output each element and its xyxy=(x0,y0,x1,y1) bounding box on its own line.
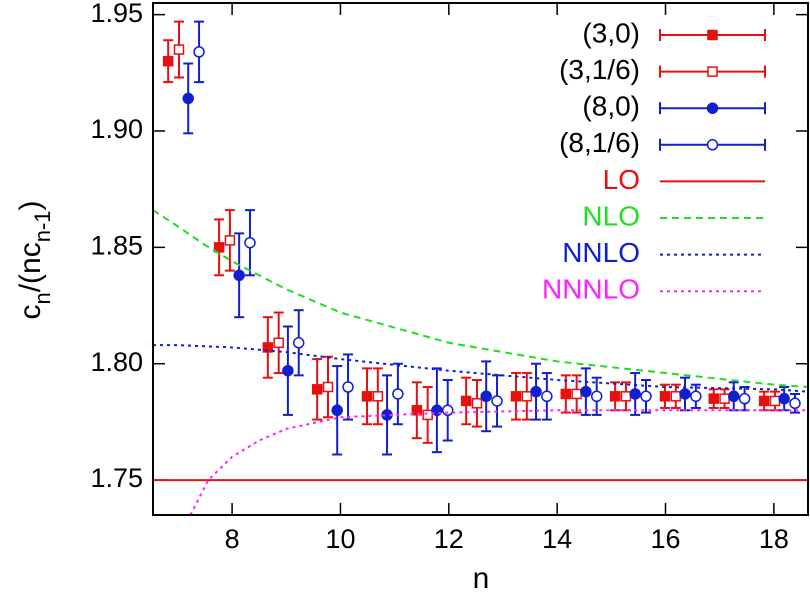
marker xyxy=(173,44,185,55)
legend-label: NNNLO xyxy=(542,274,640,305)
x-tick-label: 12 xyxy=(434,524,464,554)
marker xyxy=(530,385,542,398)
marker xyxy=(728,390,740,403)
plot-frame xyxy=(152,2,809,516)
marker xyxy=(392,388,404,400)
marker xyxy=(262,342,274,353)
legend-label: (3,0) xyxy=(582,17,640,48)
marker xyxy=(690,390,702,403)
marker xyxy=(322,381,334,393)
marker xyxy=(193,46,205,58)
marker xyxy=(422,409,433,421)
marker xyxy=(590,390,603,403)
marker xyxy=(510,391,522,402)
marker xyxy=(213,242,225,253)
marker xyxy=(282,364,294,377)
curve xyxy=(153,344,808,393)
marker xyxy=(707,66,718,77)
marker xyxy=(629,388,641,400)
y-tick-label: 1.90 xyxy=(90,114,143,144)
marker xyxy=(659,391,671,402)
y-tick-label: 1.75 xyxy=(90,463,143,493)
marker xyxy=(311,384,323,395)
y-axis-label-part: c xyxy=(14,305,47,320)
marker xyxy=(620,391,632,402)
legend-label: NNLO xyxy=(562,237,640,268)
marker xyxy=(292,337,305,349)
curve xyxy=(153,209,808,388)
marker xyxy=(342,381,354,393)
marker xyxy=(541,390,553,403)
y-axis-label-part: /(nc xyxy=(14,242,47,292)
marker xyxy=(162,55,174,67)
marker xyxy=(706,139,719,151)
y-tick-label: 1.95 xyxy=(90,0,143,28)
x-tick-label: 18 xyxy=(759,524,789,554)
x-tick-label: 14 xyxy=(542,524,572,554)
marker xyxy=(441,404,454,417)
marker xyxy=(640,390,652,403)
marker xyxy=(670,391,682,402)
legend-label: (3,1/6) xyxy=(559,54,640,85)
marker xyxy=(679,388,691,400)
marker xyxy=(758,395,770,407)
marker xyxy=(580,385,592,398)
marker xyxy=(708,393,719,404)
marker xyxy=(460,395,472,407)
y-axis-label: cn/(ncn-1) xyxy=(14,200,55,319)
x-tick-label: 16 xyxy=(650,524,680,554)
marker xyxy=(491,395,503,407)
marker xyxy=(738,392,751,405)
marker xyxy=(182,92,194,105)
marker xyxy=(244,236,256,249)
y-tick-label: 1.80 xyxy=(90,347,143,377)
x-axis-label: n xyxy=(473,562,490,595)
marker xyxy=(372,391,384,402)
legend-label: LO xyxy=(603,164,640,195)
marker xyxy=(471,398,483,409)
legend-label: NLO xyxy=(582,200,640,231)
marker xyxy=(521,391,533,402)
marker xyxy=(789,397,801,410)
marker xyxy=(778,392,790,405)
marker xyxy=(411,405,423,416)
marker xyxy=(560,388,572,400)
marker xyxy=(273,337,284,349)
y-axis-label-part: n-1 xyxy=(30,210,55,242)
legend-label: (8,0) xyxy=(582,91,640,122)
curve xyxy=(189,409,808,515)
marker xyxy=(224,235,236,246)
marker xyxy=(707,29,718,41)
x-tick-label: 8 xyxy=(225,524,240,554)
y-tick-label: 1.85 xyxy=(90,230,143,260)
legend-label: (8,1/6) xyxy=(559,127,640,158)
y-axis-label-part: n xyxy=(30,292,55,304)
x-tick-label: 10 xyxy=(325,524,355,554)
marker xyxy=(233,269,245,282)
y-axis-label-part: ) xyxy=(14,200,47,210)
marker xyxy=(331,404,343,417)
marker xyxy=(769,395,781,407)
marker xyxy=(719,393,730,404)
marker xyxy=(571,388,582,400)
plot-area xyxy=(153,20,808,515)
marker xyxy=(361,391,373,402)
marker xyxy=(609,391,621,402)
marker xyxy=(706,102,719,114)
marker xyxy=(480,390,492,403)
